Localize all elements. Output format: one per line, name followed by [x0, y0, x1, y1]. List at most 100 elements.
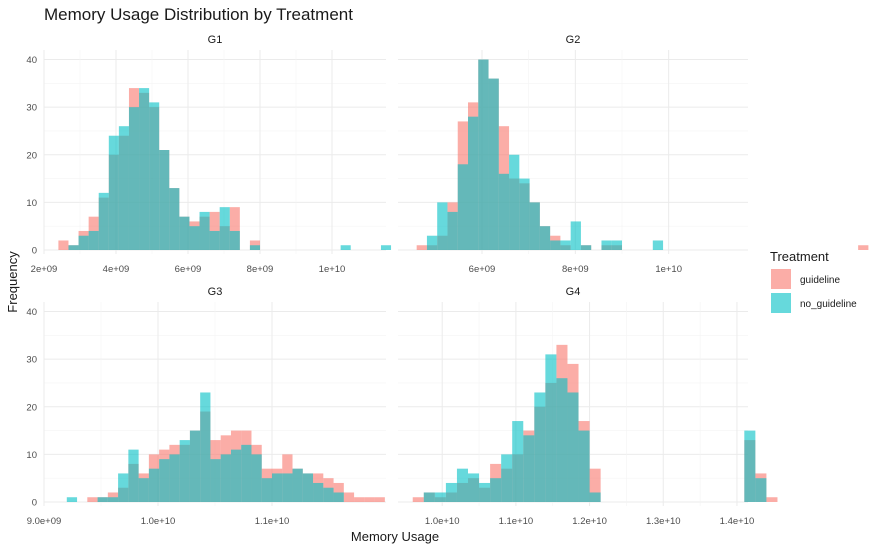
bar-no_guideline — [519, 178, 530, 250]
bar-no_guideline — [529, 202, 540, 250]
bar-no_guideline — [501, 454, 513, 502]
bar-guideline — [589, 468, 601, 502]
panel-strip-label: G3 — [208, 286, 223, 298]
x-tick-label: 8e+09 — [562, 264, 589, 275]
bar-no_guideline — [199, 211, 210, 250]
bar-guideline — [58, 240, 69, 250]
bar-no_guideline — [509, 154, 520, 250]
panel-g1: G1 0 10 20 30 40 2e+09 4e+09 6e+09 8e+09 1e+10 — [26, 34, 392, 275]
bar-no_guideline — [189, 226, 200, 250]
bar-guideline — [87, 497, 98, 502]
bar-no_guideline — [68, 245, 79, 250]
bar-no_guideline — [118, 126, 129, 250]
x-tick-label: 1e+10 — [319, 264, 346, 275]
bar-no_guideline — [200, 392, 211, 502]
bar-guideline — [343, 492, 355, 502]
bar-no_guideline — [261, 478, 272, 502]
x-tick-label: 1.3e+10 — [646, 516, 681, 527]
y-tick-label: 20 — [26, 150, 37, 161]
bar-no_guideline — [313, 482, 324, 502]
bar-no_guideline — [567, 392, 579, 502]
bar-guideline — [858, 245, 869, 250]
bar-guideline — [766, 497, 778, 502]
panel-strip-label: G2 — [566, 34, 581, 46]
bar-no_guideline — [78, 235, 89, 250]
bar-guideline — [229, 207, 240, 250]
bar-no_guideline — [229, 230, 240, 250]
bar-no_guideline — [249, 245, 260, 250]
bar-no_guideline — [560, 240, 571, 250]
bar-no_guideline — [66, 497, 78, 502]
bar-no_guideline — [611, 240, 622, 250]
bar-no_guideline — [88, 230, 99, 250]
bar-no_guideline — [570, 221, 581, 250]
x-axis-title: Memory Usage — [351, 529, 439, 544]
bar-no_guideline — [490, 478, 502, 502]
bar-no_guideline — [159, 459, 170, 502]
bar-no_guideline — [578, 430, 590, 502]
bar-no_guideline — [539, 226, 551, 250]
x-tick-label: 6e+09 — [175, 264, 202, 275]
bar-no_guideline — [423, 492, 435, 502]
y-axis-title: Frequency — [5, 251, 20, 313]
legend-key-no_guideline — [771, 293, 791, 313]
bar-no_guideline — [323, 487, 334, 502]
bar-no_guideline — [220, 454, 231, 502]
bar-no_guideline — [456, 468, 468, 502]
bar-no_guideline — [302, 473, 314, 502]
bar-no_guideline — [272, 473, 283, 502]
y-tick-label: 30 — [26, 103, 37, 114]
bar-no_guideline — [434, 492, 446, 502]
legend-key-guideline — [771, 269, 791, 289]
bar-no_guideline — [107, 497, 119, 502]
panel-g2: G2 6e+09 8e+09 1e+10 — [398, 34, 869, 275]
bar-no_guideline — [601, 240, 612, 250]
bar-no_guideline — [479, 482, 491, 502]
bar-no_guideline — [169, 188, 180, 250]
x-tick-label: 1.4e+10 — [720, 516, 755, 527]
bar-no_guideline — [488, 78, 499, 250]
bar-no_guideline — [512, 421, 524, 502]
y-tick-label: 0 — [32, 498, 37, 509]
y-tick-label: 40 — [26, 55, 37, 66]
bar-no_guideline — [468, 473, 480, 502]
bar-no_guideline — [457, 164, 468, 250]
bar-guideline — [412, 497, 424, 502]
legend-title: Treatment — [770, 249, 829, 264]
bar-no_guideline — [118, 473, 129, 502]
y-tick-label: 30 — [26, 355, 37, 366]
y-tick-label: 10 — [26, 198, 37, 209]
bar-no_guideline — [219, 207, 230, 250]
bar-no_guideline — [179, 216, 190, 250]
panel-g3: G3 0 10 20 30 40 9.0e+09 1.0e+10 1.1e+10 — [26, 286, 386, 527]
bar-no_guideline — [550, 240, 561, 250]
bar-no_guideline — [148, 468, 160, 502]
legend-label-guideline: guideline — [800, 275, 840, 286]
bar-no_guideline — [755, 478, 767, 502]
bar-no_guideline — [744, 430, 756, 502]
y-tick-label: 40 — [26, 307, 37, 318]
panel-g4: G4 1.0e+10 1.1e+10 1.2e+10 1.3e+10 1.4e+10 — [398, 286, 778, 527]
bar-no_guideline — [447, 211, 458, 250]
panel-strip-label: G4 — [566, 286, 581, 298]
bar-no_guideline — [282, 473, 293, 502]
x-tick-label: 6e+09 — [469, 264, 496, 275]
x-tick-label: 8e+09 — [247, 264, 274, 275]
bar-no_guideline — [340, 245, 351, 250]
x-tick-label: 1.1e+10 — [255, 516, 290, 527]
x-tick-label: 4e+09 — [103, 264, 130, 275]
bar-guideline — [374, 497, 385, 502]
bar-no_guideline — [580, 245, 592, 250]
bar-no_guideline — [241, 444, 252, 502]
x-tick-label: 1.1e+10 — [499, 516, 534, 527]
y-tick-label: 10 — [26, 450, 37, 461]
x-tick-label: 2e+09 — [31, 264, 58, 275]
bar-no_guideline — [169, 454, 180, 502]
bar-no_guideline — [445, 482, 457, 502]
bar-no_guideline — [292, 468, 303, 502]
panel-strip-label: G1 — [208, 34, 223, 46]
x-tick-label: 1.0e+10 — [425, 516, 460, 527]
bar-no_guideline — [468, 116, 479, 251]
bar-no_guideline — [556, 378, 568, 502]
bar-no_guideline — [478, 59, 489, 251]
